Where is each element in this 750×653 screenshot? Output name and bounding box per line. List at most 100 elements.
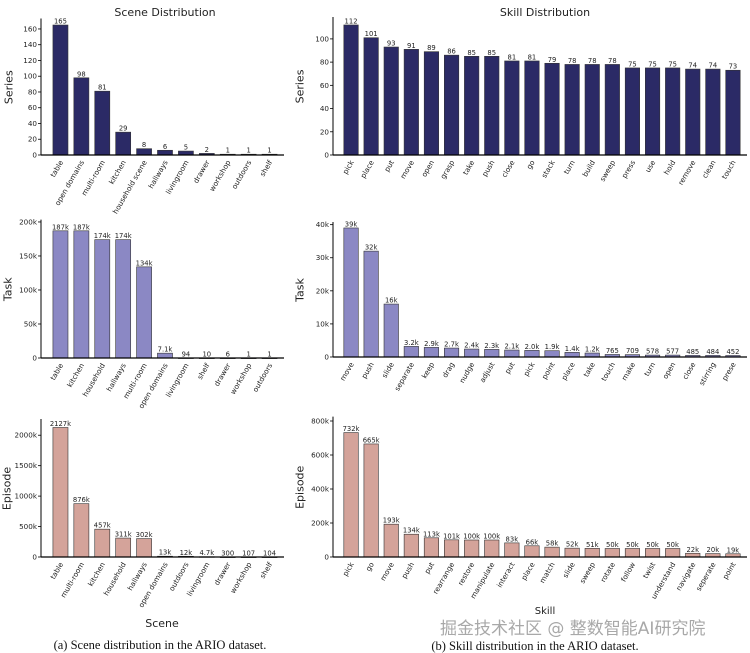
- x-tick-label: close: [680, 360, 697, 381]
- y-tick-label: 20k: [316, 286, 330, 295]
- bar-value-label: 732k: [343, 425, 360, 433]
- bar-value-label: 98: [77, 70, 86, 78]
- skill-xlabel: Skill: [535, 606, 555, 617]
- y-tick-label: 80: [320, 58, 330, 67]
- bar-value-label: 577: [666, 348, 679, 356]
- x-tick-label: take: [461, 158, 477, 176]
- bar-value-label: 10: [202, 350, 211, 358]
- bar-value-label: 311k: [115, 531, 132, 539]
- x-tick-label: open: [661, 361, 678, 381]
- y-tick-label: 800k: [311, 417, 330, 426]
- bar-value-label: 100k: [483, 533, 500, 541]
- skill-title: Skill Distribution: [500, 6, 590, 19]
- x-tick-label: interact: [495, 560, 517, 589]
- bar-value-label: 91: [407, 42, 416, 50]
- bar: [444, 347, 460, 358]
- x-tick-label: twist: [641, 560, 658, 580]
- bar: [423, 51, 439, 156]
- bar: [136, 538, 152, 558]
- x-tick-label: point: [540, 360, 557, 381]
- bar: [343, 24, 359, 156]
- bar-value-label: 52k: [566, 541, 579, 549]
- bar-value-label: 32k: [365, 244, 378, 252]
- bar-value-label: 665k: [363, 436, 380, 444]
- bar-value-label: 8: [142, 141, 146, 149]
- y-axis-label: Task: [294, 278, 307, 303]
- bar: [73, 503, 90, 558]
- x-tick-label: push: [480, 159, 497, 179]
- x-tick-label: use: [643, 158, 657, 174]
- bar-value-label: 578: [646, 348, 659, 356]
- bar-value-label: 187k: [73, 223, 90, 231]
- bar-value-label: 75: [648, 60, 657, 68]
- x-tick-label: touch: [599, 361, 617, 383]
- y-tick-label: 20: [28, 135, 38, 144]
- bar-value-label: 709: [626, 347, 639, 355]
- bar: [584, 548, 600, 558]
- bar: [444, 54, 460, 156]
- x-tick-label: place: [519, 560, 537, 582]
- bar-value-label: 50k: [626, 541, 639, 549]
- bar-value-label: 876k: [73, 496, 90, 504]
- y-tick-label: 100k: [19, 285, 38, 294]
- bar-value-label: 134k: [136, 259, 153, 267]
- x-tick-label: table: [48, 560, 65, 581]
- x-tick-label: drawer: [212, 560, 232, 586]
- bar-value-label: 20k: [707, 546, 720, 554]
- x-tick-label: outdoors: [251, 361, 275, 393]
- x-tick-label: kitchen: [65, 362, 86, 389]
- x-tick-label: press: [620, 158, 638, 179]
- bar-value-label: 187k: [52, 223, 69, 231]
- bar: [403, 533, 419, 558]
- bar: [484, 349, 500, 358]
- y-tick-label: 400k: [311, 485, 330, 494]
- bar-value-label: 75: [628, 60, 637, 68]
- bar-value-label: 1: [267, 350, 271, 358]
- x-tick-label: rotate: [598, 560, 617, 584]
- bar-value-label: 452: [726, 348, 739, 356]
- y-tick-label: 60: [28, 103, 38, 112]
- bar: [423, 537, 439, 558]
- bar-value-label: 2.9k: [424, 340, 439, 348]
- bar: [343, 432, 359, 558]
- bar-value-label: 2.4k: [464, 342, 479, 350]
- bar-value-label: 100k: [463, 533, 480, 541]
- bar: [157, 149, 173, 156]
- x-tick-label: turn: [562, 159, 577, 176]
- watermark: 掘金技术社区 @ 整数智能AI研究院: [440, 619, 705, 639]
- x-tick-label: grasp: [438, 158, 456, 180]
- bar: [136, 148, 152, 156]
- bar: [564, 547, 580, 558]
- y-tick-label: 80: [28, 87, 38, 96]
- x-tick-label: drawer: [191, 158, 211, 184]
- bar: [363, 443, 379, 558]
- x-tick-label: place: [559, 360, 577, 382]
- x-tick-label: go: [364, 561, 376, 573]
- bar-value-label: 174k: [115, 232, 132, 240]
- bar: [423, 347, 439, 358]
- x-tick-label: clean: [700, 159, 717, 180]
- bar-value-label: 16k: [385, 297, 398, 305]
- x-tick-label: shelf: [258, 158, 275, 178]
- y-tick-label: 200k: [19, 217, 38, 226]
- bar-value-label: 302k: [136, 531, 153, 539]
- y-tick-label: 120: [23, 56, 37, 65]
- x-tick-label: pick: [341, 560, 357, 578]
- y-tick-label: 10k: [316, 319, 330, 328]
- x-tick-label: outdoors: [230, 158, 254, 190]
- bar-value-label: 101: [365, 30, 378, 38]
- bar: [564, 64, 580, 156]
- bar-value-label: 193k: [383, 517, 400, 525]
- bar-value-label: 79: [548, 56, 557, 64]
- bar-value-label: 485: [686, 348, 699, 356]
- bar: [73, 77, 90, 156]
- bar-value-label: 300: [221, 549, 234, 557]
- x-tick-label: hold: [662, 159, 678, 177]
- y-tick-label: 0: [32, 151, 37, 160]
- bar-value-label: 19k: [727, 546, 740, 554]
- x-tick-label: table: [48, 361, 65, 382]
- x-tick-label: go: [524, 159, 536, 171]
- y-tick-label: 20: [320, 127, 330, 136]
- y-tick-label: 100: [23, 72, 37, 81]
